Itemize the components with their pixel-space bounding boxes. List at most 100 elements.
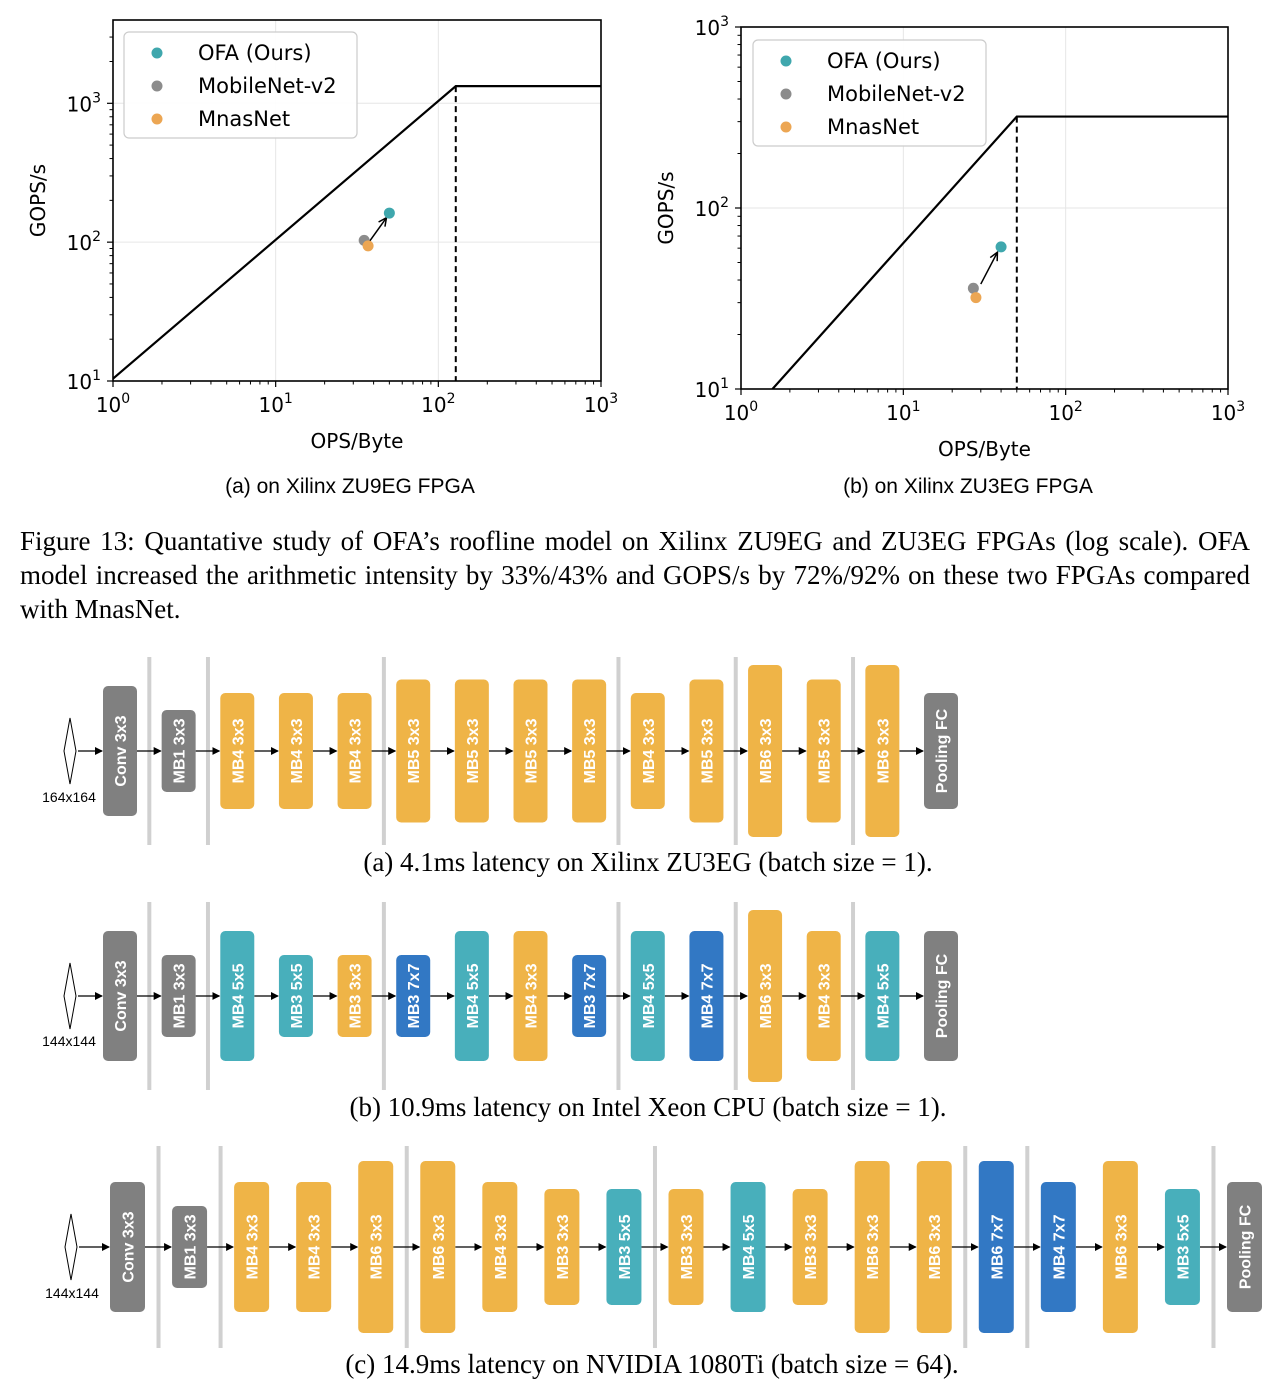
block-shape	[220, 931, 255, 1061]
block-shape	[689, 931, 724, 1061]
block-conv-3x3: Conv 3x3	[103, 931, 137, 1061]
block-shape	[161, 710, 196, 792]
block-label: MB4 3x3	[245, 1214, 262, 1279]
block-label: MB5 3x3	[465, 718, 482, 783]
x-tick-label: 101	[258, 391, 292, 417]
block-mb4-3x3: MB4 3x3	[296, 1182, 332, 1312]
block-mb6-3x3: MB6 3x3	[748, 665, 783, 837]
x-tick-label: 100	[96, 391, 130, 417]
block-shape	[358, 1161, 394, 1333]
figure-13-caption: Figure 13: Quantative study of OFA’s roo…	[20, 526, 1250, 624]
block-label: MB4 3x3	[230, 718, 247, 783]
block-mb6-3x3: MB6 3x3	[358, 1161, 394, 1333]
block-label: MB6 3x3	[758, 963, 775, 1028]
network-diagram-zu3eg: 164x164 Conv 3x3 MB1 3x3 MB4 3x3 MB4 3x3 MB4 …	[42, 657, 958, 877]
block-shape	[689, 679, 724, 823]
block-pooling-fc: Pooling FC	[924, 931, 958, 1061]
block-shape	[1102, 1161, 1138, 1333]
block-shape	[337, 955, 372, 1037]
x-tick-label: 102	[421, 391, 455, 417]
legend-marker	[780, 121, 792, 133]
block-mb3-5x5: MB3 5x5	[278, 955, 313, 1037]
block-conv-3x3: Conv 3x3	[103, 686, 137, 816]
block-mb5-3x3: MB5 3x3	[689, 679, 724, 823]
block-shape	[454, 931, 489, 1061]
legend-marker	[780, 88, 792, 100]
legend-label: OFA (Ours)	[198, 41, 312, 65]
block-mb3-3x3: MB3 3x3	[544, 1189, 580, 1305]
block-shape	[924, 931, 958, 1061]
block-mb6-3x3: MB6 3x3	[420, 1161, 456, 1333]
block-label: MB6 3x3	[865, 1214, 882, 1279]
block-shape	[420, 1161, 456, 1333]
block-shape	[865, 931, 900, 1061]
input-size-label: 144x144	[42, 1033, 96, 1049]
network-caption: (b) 10.9ms latency on Intel Xeon CPU (ba…	[349, 1092, 946, 1122]
block-label: Conv 3x3	[121, 1211, 138, 1282]
block-mb6-3x3: MB6 3x3	[916, 1161, 952, 1333]
block-shape	[572, 955, 607, 1037]
block-mb4-3x3: MB4 3x3	[234, 1182, 270, 1312]
block-label: MB3 5x5	[1175, 1214, 1192, 1279]
legend-marker	[780, 55, 792, 67]
block-label: MB4 7x7	[1051, 1214, 1068, 1279]
block-label: MB4 3x3	[641, 718, 658, 783]
block-shape	[630, 693, 665, 809]
block-shape	[234, 1182, 270, 1312]
improvement-arrow	[367, 217, 388, 244]
block-shape	[1227, 1182, 1262, 1312]
data-point-mnasnet	[970, 292, 982, 304]
roofline-curve	[771, 115, 1228, 389]
block-shape	[278, 693, 313, 809]
block-mb6-3x3: MB6 3x3	[748, 910, 783, 1082]
x-axis-label: OPS/Byte	[311, 429, 404, 453]
block-shape	[865, 665, 900, 837]
data-point-mobilenet-v2	[967, 282, 979, 294]
x-tick-label: 103	[1211, 399, 1245, 425]
legend-label: MnasNet	[198, 107, 290, 131]
block-mb5-3x3: MB5 3x3	[396, 679, 431, 823]
y-axis-label: GOPS/s	[26, 164, 50, 237]
block-pooling-fc: Pooling FC	[924, 693, 958, 809]
input-size-label: 144x144	[45, 1285, 99, 1301]
block-label: MB5 3x3	[582, 718, 599, 783]
y-tick-label: 103	[695, 14, 729, 40]
block-mb5-3x3: MB5 3x3	[454, 679, 489, 823]
block-shape	[748, 665, 783, 837]
x-tick-label: 102	[1048, 399, 1082, 425]
block-label: MB1 3x3	[183, 1214, 200, 1279]
block-shape	[513, 931, 548, 1061]
block-label: MB4 3x3	[307, 1214, 324, 1279]
block-mb4-5x5: MB4 5x5	[220, 931, 255, 1061]
legend-box	[123, 31, 358, 139]
block-shape	[220, 693, 255, 809]
x-tick-label: 103	[584, 391, 618, 417]
block-label: MB6 7x7	[989, 1214, 1006, 1279]
block-mb3-5x5: MB3 5x5	[1164, 1189, 1200, 1305]
block-shape	[172, 1206, 208, 1288]
block-mb6-7x7: MB6 7x7	[978, 1161, 1014, 1333]
x-tick-label: 101	[886, 399, 920, 425]
block-shape	[978, 1161, 1014, 1333]
block-shape	[792, 1189, 828, 1305]
block-shape	[396, 679, 431, 823]
y-tick-label: 102	[67, 229, 101, 255]
block-label: Pooling FC	[1238, 1204, 1255, 1289]
y-tick-label: 102	[695, 195, 729, 221]
x-tick-label: 100	[724, 399, 758, 425]
block-mb6-3x3: MB6 3x3	[1102, 1161, 1138, 1333]
block-shape	[748, 910, 783, 1082]
legend-label: MnasNet	[827, 115, 919, 139]
block-label: MB3 3x3	[803, 1214, 820, 1279]
block-mb1-3x3: MB1 3x3	[172, 1206, 208, 1288]
x-axis-label: OPS/Byte	[938, 437, 1031, 461]
block-label: MB6 3x3	[927, 1214, 944, 1279]
improvement-arrow	[980, 251, 999, 285]
block-label: MB3 7x7	[582, 963, 599, 1028]
block-mb4-3x3: MB4 3x3	[278, 693, 313, 809]
block-label: MB4 5x5	[230, 963, 247, 1028]
block-label: MB4 5x5	[465, 963, 482, 1028]
block-mb4-3x3: MB4 3x3	[482, 1182, 518, 1312]
